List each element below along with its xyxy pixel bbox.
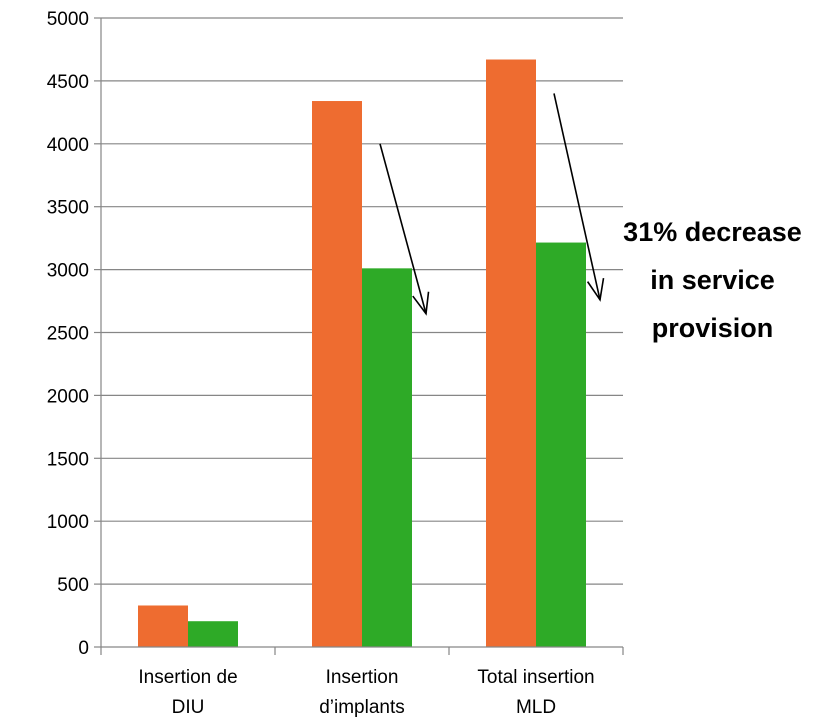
x-axis-category-labels: Insertion de DIU Insertion d’implants Total …	[138, 667, 594, 718]
bar	[486, 59, 536, 648]
y-tick-label: 1000	[47, 512, 89, 533]
x-category-label: Insertion	[326, 667, 399, 688]
bar	[536, 242, 586, 648]
bar	[138, 605, 188, 647]
x-category-label: MLD	[516, 697, 556, 718]
bar	[362, 268, 412, 647]
arrow-shaft	[379, 143, 427, 314]
annotation-text: 31% decrease in service provision	[600, 208, 825, 352]
annotation-line-1: 31% decrease	[623, 217, 802, 247]
arrow-shaft	[553, 93, 601, 300]
y-tick-label: 3500	[47, 198, 89, 219]
annotation-arrows	[379, 93, 605, 316]
y-axis-tick-labels: 0 500 1000 1500 2000 2500 3000 3500 4000 4500 5000	[47, 9, 89, 659]
arrow-head	[412, 291, 430, 316]
y-tick-label: 2000	[47, 386, 89, 407]
annotation-line-2: in service	[650, 265, 775, 295]
y-tick-label: 500	[57, 575, 89, 596]
y-tick-label: 2500	[47, 324, 89, 345]
bar	[312, 101, 362, 647]
y-tick-label: 3000	[47, 261, 89, 282]
x-category-label: DIU	[172, 697, 205, 718]
y-tick-label: 4500	[47, 72, 89, 93]
x-category-label: d’implants	[319, 697, 405, 718]
x-category-label: Insertion de	[138, 667, 237, 688]
y-tick-label: 1500	[47, 449, 89, 470]
annotation-line-3: provision	[651, 313, 774, 343]
y-tick-label: 5000	[47, 9, 89, 30]
axes	[94, 17, 624, 655]
y-tick-label: 4000	[47, 135, 89, 156]
arrow-head	[586, 277, 605, 302]
x-category-label: Total insertion	[477, 667, 594, 688]
bar	[188, 621, 238, 647]
bars	[138, 59, 586, 648]
y-tick-label: 0	[78, 638, 89, 659]
